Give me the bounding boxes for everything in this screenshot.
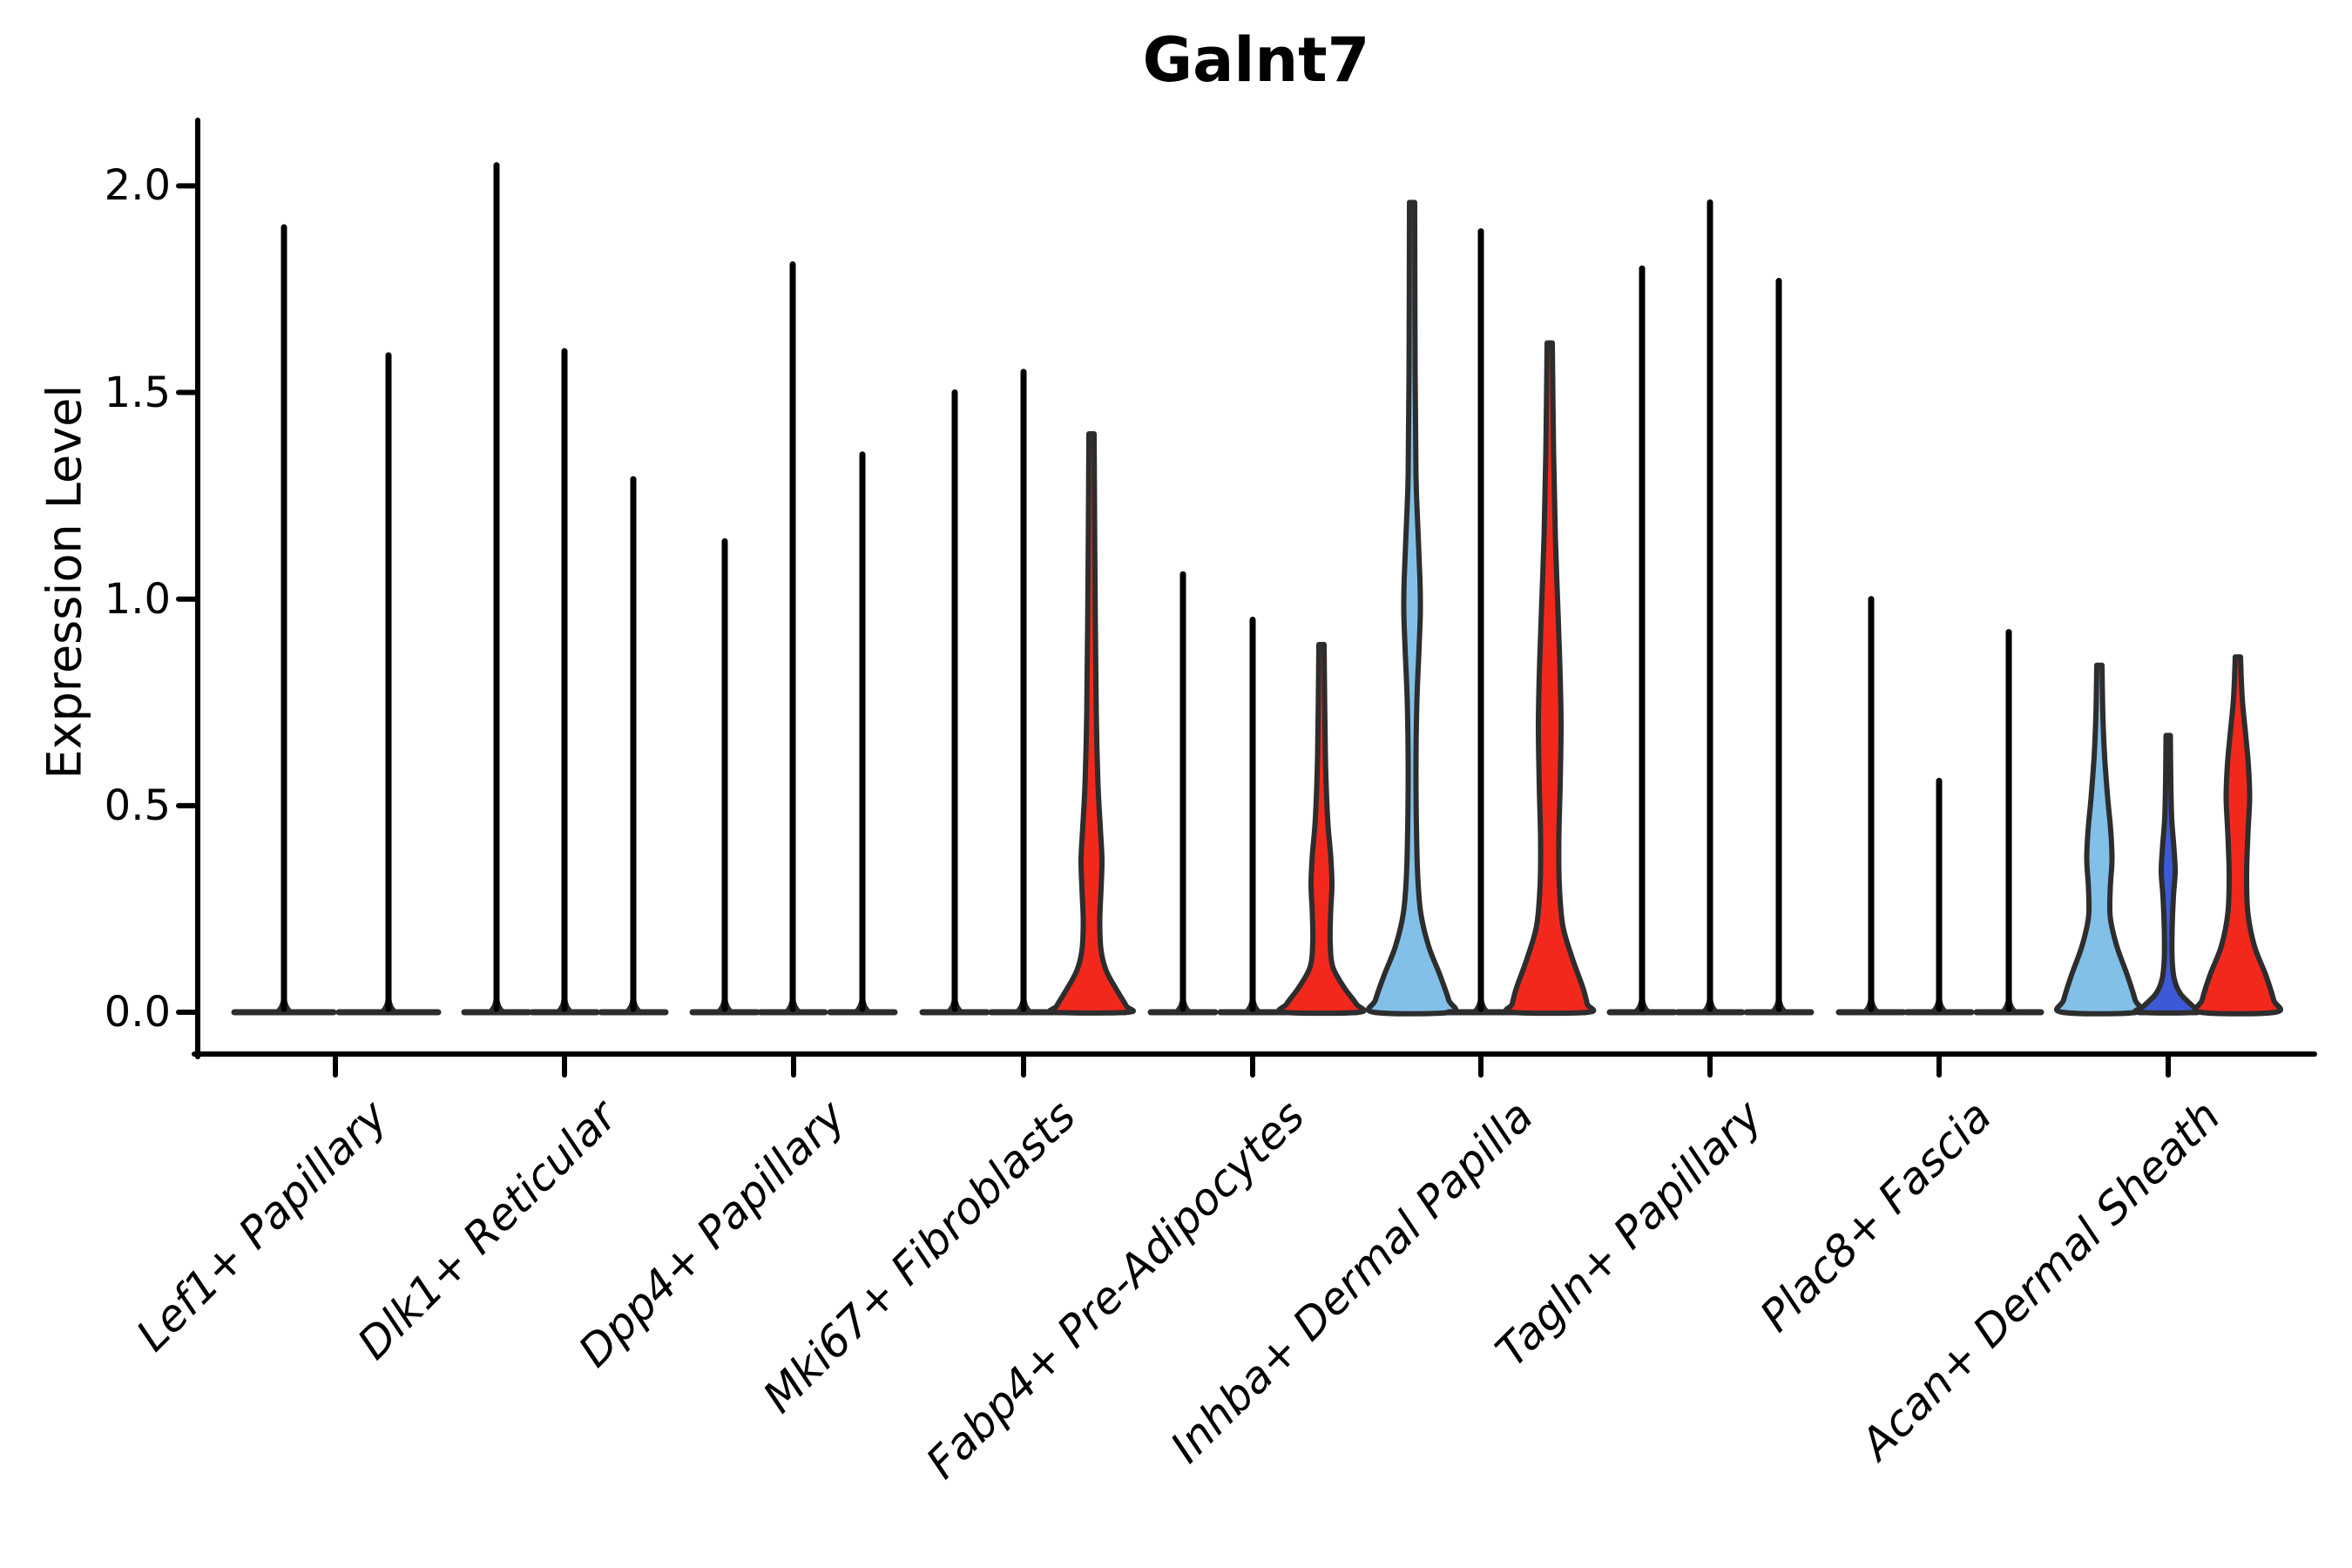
y-tick-label-2.0: 2.0 xyxy=(104,161,171,210)
violin-skyblue-14 xyxy=(1365,199,1459,1017)
violin-red-25 xyxy=(2192,654,2284,1017)
violin-red-16 xyxy=(1503,340,1597,1017)
violin-red-10 xyxy=(1047,430,1136,1016)
y-tick-label-0.0: 0.0 xyxy=(104,988,171,1037)
y-tick-label-1.0: 1.0 xyxy=(104,575,171,624)
y-tick-label-0.5: 0.5 xyxy=(104,781,171,830)
violin-skyblue-23 xyxy=(2053,662,2146,1017)
violin-royalblue-24 xyxy=(2132,733,2204,1016)
chart-title: Galnt7 xyxy=(1142,24,1370,96)
violin-red-13 xyxy=(1276,641,1367,1017)
y-axis-label: Expression Level xyxy=(37,384,92,780)
y-tick-label-1.5: 1.5 xyxy=(104,368,171,417)
